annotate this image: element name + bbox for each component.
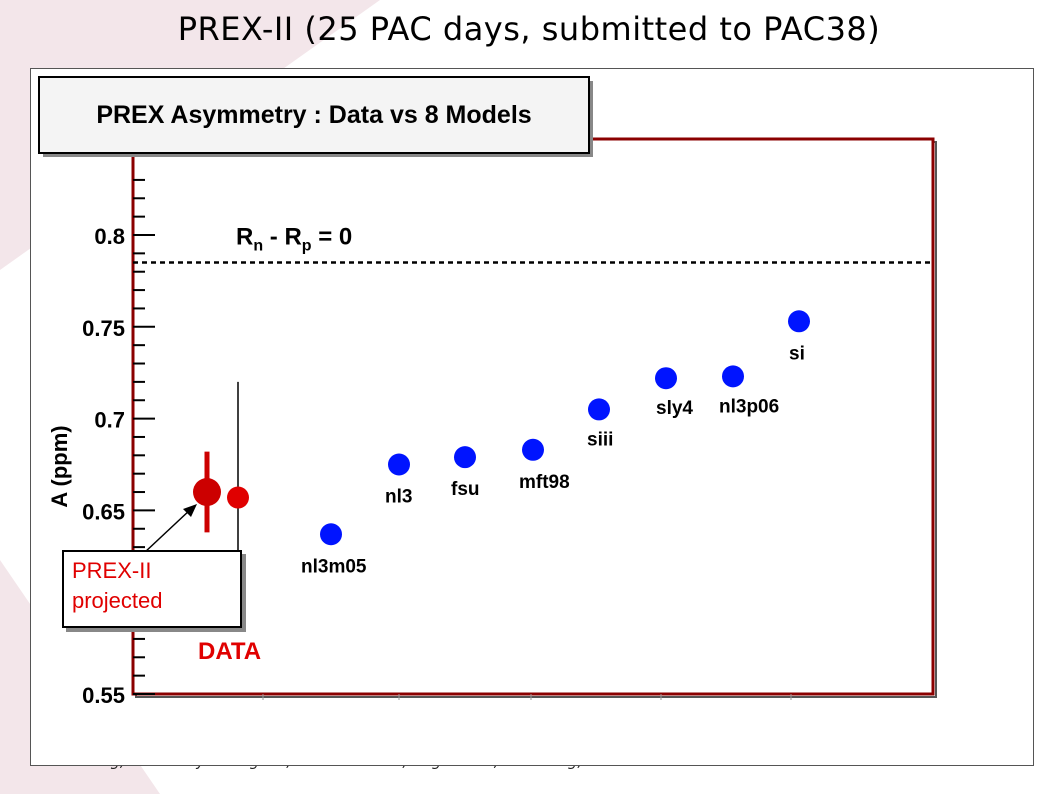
model-point-siii bbox=[588, 398, 610, 421]
title-box bbox=[38, 76, 590, 154]
callout-line1: PREX-II bbox=[72, 558, 152, 583]
slide-title: PREX-II (25 PAC days, submitted to PAC38… bbox=[177, 10, 881, 48]
plot-frame bbox=[131, 137, 935, 696]
figure-frame: 0.550.60.650.70.750.8A (ppm)Rn - Rp = 0P… bbox=[30, 68, 1034, 766]
reference-line-label: Rn - Rp = 0 bbox=[236, 224, 352, 255]
model-label-nl3m05: nl3m05 bbox=[301, 556, 367, 577]
callout-arrowhead bbox=[183, 504, 197, 517]
data-point bbox=[227, 486, 249, 509]
model-label-nl3p06: nl3p06 bbox=[719, 396, 779, 417]
model-point-sly4 bbox=[655, 367, 677, 390]
asymmetry-chart: 0.550.60.650.70.750.8A (ppm)Rn - Rp = 0P… bbox=[38, 76, 937, 708]
chart-title: PREX Asymmetry : Data vs 8 Models bbox=[96, 101, 531, 129]
model-label-nl3: nl3 bbox=[385, 487, 412, 508]
prex2-callout: PREX-II projected bbox=[62, 550, 242, 628]
callout-line2: projected bbox=[72, 588, 163, 613]
model-point-nl3m05 bbox=[320, 523, 342, 546]
model-point-mft98 bbox=[522, 438, 544, 461]
model-label-siii: siii bbox=[587, 429, 613, 450]
callout-arrow bbox=[143, 508, 192, 554]
data-label: DATA bbox=[198, 638, 261, 665]
model-point-nl3 bbox=[388, 453, 410, 476]
y-tick-label: 0.7 bbox=[94, 408, 125, 433]
y-tick-label: 0.65 bbox=[82, 499, 125, 524]
y-tick-label: 0.8 bbox=[94, 224, 125, 249]
model-label-sly4: sly4 bbox=[656, 398, 693, 419]
y-axis-label: A (ppm) bbox=[47, 425, 72, 507]
projected-point bbox=[193, 478, 221, 507]
model-point-fsu bbox=[454, 446, 476, 469]
model-label-fsu: fsu bbox=[451, 479, 480, 500]
model-label-mft98: mft98 bbox=[519, 472, 570, 493]
model-point-si bbox=[788, 310, 810, 333]
model-point-nl3p06 bbox=[722, 365, 744, 388]
y-tick-label: 0.75 bbox=[82, 316, 125, 341]
y-tick-label: 0.55 bbox=[82, 683, 125, 708]
model-label-si: si bbox=[789, 343, 805, 364]
